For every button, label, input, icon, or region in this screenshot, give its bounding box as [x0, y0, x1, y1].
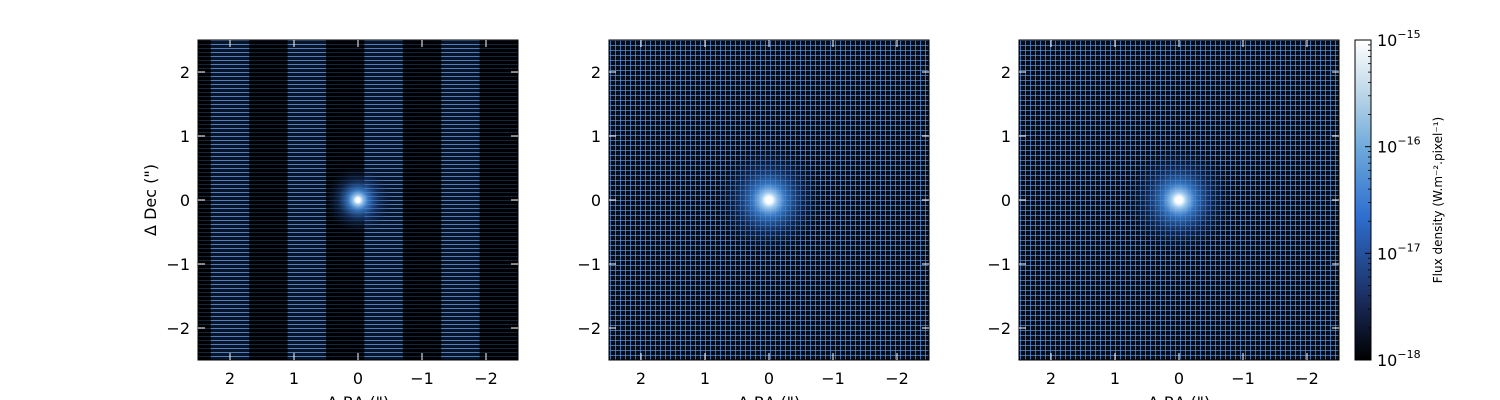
x-tick-label: 1 [700, 369, 710, 388]
x-tick-label: 0 [353, 369, 363, 388]
y-tick-label: −1 [577, 255, 601, 274]
y-tick-label: 1 [591, 127, 601, 146]
y-tick-label: −2 [987, 319, 1011, 338]
y-tick-label: 2 [180, 63, 190, 82]
y-tick-label: 0 [180, 191, 190, 210]
y-tick-label: 0 [1001, 191, 1011, 210]
x-tick-label: 1 [289, 369, 299, 388]
y-tick-label: −2 [166, 319, 190, 338]
x-tick-label: −2 [474, 369, 498, 388]
x-tick-label: 2 [636, 369, 646, 388]
x-tick-label: 2 [1046, 369, 1056, 388]
colorbar-tick-label: 10−15 [1377, 28, 1421, 50]
x-axis-label: Δ RA (") [738, 393, 800, 400]
y-tick-label: −2 [577, 319, 601, 338]
x-axis-label: Δ RA (") [1148, 393, 1210, 400]
x-tick-label: 0 [1174, 369, 1184, 388]
slit-stripe [441, 40, 480, 360]
y-tick-label: 2 [1001, 63, 1011, 82]
colorbar-tick-label: 10−18 [1377, 348, 1421, 370]
x-tick-label: −1 [1231, 369, 1255, 388]
panel-image [198, 40, 518, 360]
y-axis-label: Δ Dec (") [141, 164, 160, 236]
x-axis-label: Δ RA (") [327, 393, 389, 400]
y-tick-label: 0 [591, 191, 601, 210]
x-tick-label: −1 [821, 369, 845, 388]
panel-image [1019, 40, 1339, 360]
colorbar-tick-label: 10−17 [1377, 241, 1421, 263]
panel-image [609, 40, 929, 360]
panel-left: 2 1 0 −1 −2 2 1 0 −1 −2 Δ RA (") Δ Dec (") [141, 39, 519, 400]
x-tick-label: −1 [410, 369, 434, 388]
y-tick-label: 1 [1001, 127, 1011, 146]
panel-middle: 2 1 0 −1 −2 2 1 0 −1 −2 Δ RA (") [577, 39, 930, 400]
colorbar-gradient [1354, 39, 1372, 361]
x-tick-label: −2 [885, 369, 909, 388]
x-tick-label: 2 [225, 369, 235, 388]
colorbar-tick-label: 10−16 [1377, 135, 1421, 157]
y-tick-label: 2 [591, 63, 601, 82]
colorbar-label: Flux density (W.m⁻².pixel⁻¹) [1431, 117, 1445, 283]
source-core [355, 197, 361, 203]
slit-stripe [287, 40, 326, 360]
panels: 2 1 0 −1 −2 2 1 0 −1 −2 Δ RA (") Δ Dec (") 2 1 0 −1 −2 2 1… [141, 39, 1340, 400]
source-core [1176, 197, 1182, 203]
y-tick-label: −1 [166, 255, 190, 274]
x-tick-label: 0 [764, 369, 774, 388]
x-tick-label: 1 [1110, 369, 1120, 388]
panel-right: 2 1 0 −1 −2 2 1 0 −1 −2 Δ RA (") [987, 39, 1340, 400]
y-tick-label: −1 [987, 255, 1011, 274]
slit-stripe [210, 40, 250, 360]
y-tick-label: 1 [180, 127, 190, 146]
colorbar: 10−15 10−16 10−17 10−18 Flux density (W.m⁻².… [1354, 28, 1445, 370]
x-tick-label: −2 [1295, 369, 1319, 388]
source-core [766, 197, 772, 203]
